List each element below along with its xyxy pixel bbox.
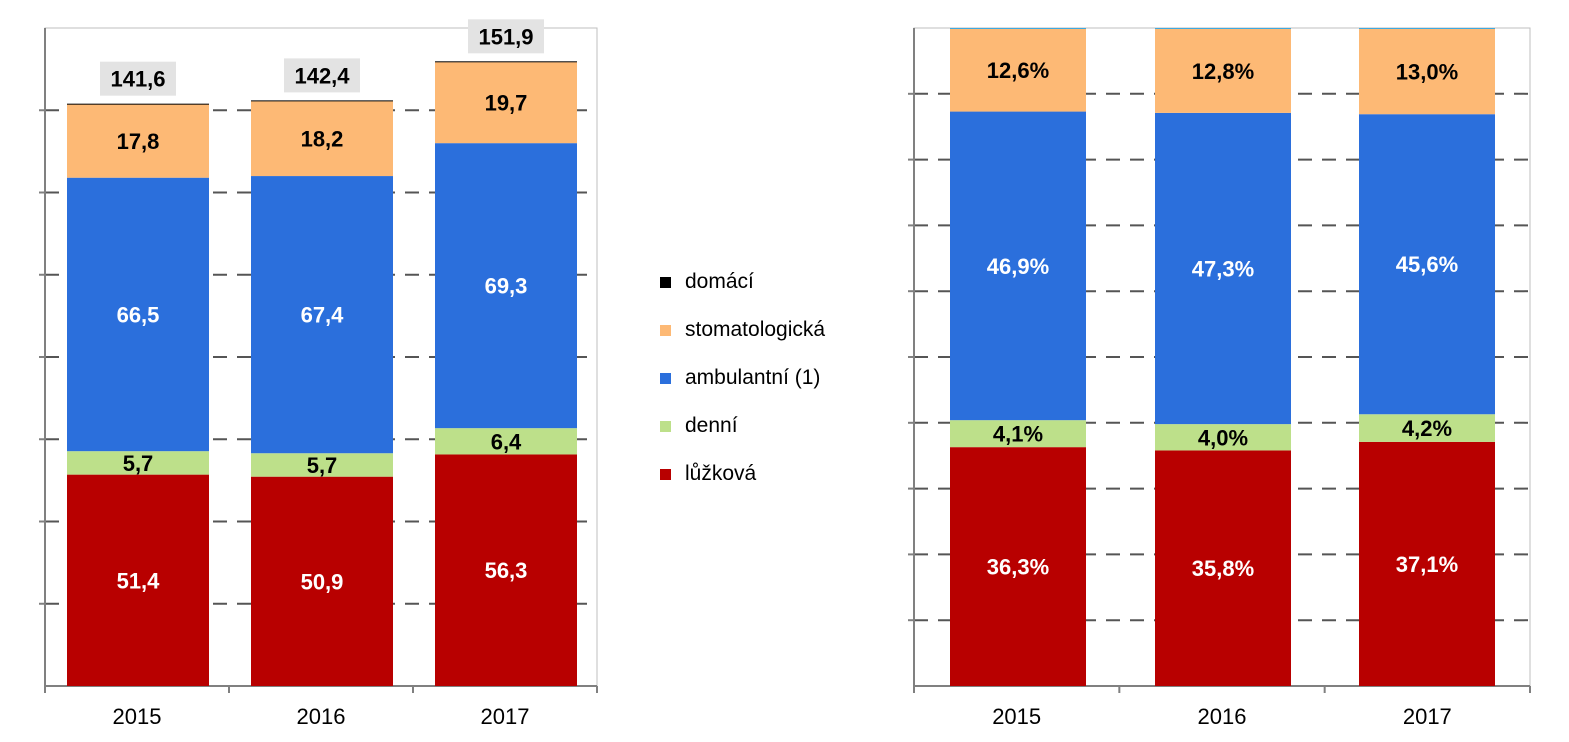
data-label-stomatologicka-2016: 12,8%	[1192, 59, 1254, 84]
total-label-2017: 151,9	[478, 24, 533, 49]
data-label-stomatologicka-2017: 13,0%	[1396, 59, 1458, 84]
data-label-stomatologicka-2015: 17,8	[117, 129, 160, 154]
legend-item-domaci: domácí	[660, 258, 825, 306]
bar-segment-ambulantni-1-2016	[1155, 112, 1291, 425]
bar-segment-domaci-2015	[67, 103, 209, 105]
bar-segment-domaci-2017	[435, 61, 577, 63]
data-label-stomatologicka-2016: 18,2	[301, 127, 344, 152]
bar-segment-luzkova-2015	[67, 474, 209, 686]
data-label-denni-2017: 4,2%	[1402, 416, 1452, 441]
bar-segment-stomatologicka-2017	[435, 62, 577, 144]
data-label-luzkova-2017: 56,3	[485, 558, 528, 583]
data-label-ambulantni-1-2015: 46,9%	[987, 254, 1049, 279]
x-tick-label-2015: 2015	[113, 704, 162, 729]
bar-segment-stomatologicka-2015	[67, 104, 209, 178]
legend-swatch-domaci	[660, 276, 671, 288]
legend: domácí stomatologická ambulantní (1) den…	[660, 258, 825, 498]
bar-segment-ambulantni-1-2017	[1359, 114, 1495, 415]
data-label-stomatologicka-2017: 19,7	[485, 91, 528, 116]
bar-segment-domaci-2017	[1359, 28, 1495, 29]
data-label-ambulantni-1-2017: 69,3	[485, 274, 528, 299]
data-label-luzkova-2015: 51,4	[117, 568, 161, 593]
total-label-box-2016	[284, 58, 360, 93]
bar-segment-ambulantni-1-2017	[435, 143, 577, 429]
legend-label-denni: denní	[685, 414, 738, 437]
data-label-luzkova-2015: 36,3%	[987, 555, 1049, 580]
legend-swatch-stomatologicka	[660, 324, 671, 336]
x-tick-label-2016: 2016	[1198, 704, 1247, 729]
data-label-denni-2015: 4,1%	[993, 422, 1043, 447]
bar-segment-luzkova-2017	[435, 454, 577, 686]
bar-segment-stomatologicka-2017	[1359, 28, 1495, 115]
bar-segment-ambulantni-1-2015	[67, 177, 209, 452]
legend-label-domaci: domácí	[685, 270, 754, 293]
legend-item-denni: denní	[660, 402, 825, 450]
bar-segment-luzkova-2016	[251, 476, 393, 686]
bar-segment-domaci-2016	[1155, 28, 1291, 29]
bar-segment-ambulantni-1-2015	[950, 111, 1086, 421]
bar-segment-luzkova-2016	[1155, 450, 1291, 686]
bar-segment-denni-2017	[1359, 414, 1495, 442]
legend-label-luzkova: lůžková	[685, 462, 757, 485]
legend-swatch-denni	[660, 420, 671, 432]
bar-segment-luzkova-2017	[1359, 441, 1495, 686]
data-label-ambulantni-1-2016: 47,3%	[1192, 256, 1254, 281]
data-label-luzkova-2017: 37,1%	[1396, 552, 1458, 577]
bar-segment-denni-2015	[950, 420, 1086, 448]
data-label-ambulantni-1-2015: 66,5	[117, 302, 160, 327]
percentage-share-chart: 36,3% 4,1% 46,9% 12,6% 2015 35,8% 4,0% 47,3% 12,…	[908, 27, 1531, 729]
total-label-box-2017	[468, 19, 544, 54]
legend-label-stomatologicka: stomatologická	[685, 318, 826, 341]
bar-segment-stomatologicka-2015	[950, 28, 1086, 112]
legend-item-ambulantni: ambulantní (1)	[660, 354, 825, 402]
legend-swatch-ambulantni	[660, 372, 671, 384]
bar-segment-stomatologicka-2016	[251, 101, 393, 177]
legend-item-luzkova: lůžková	[660, 450, 825, 498]
total-label-box-2015	[100, 61, 176, 96]
bar-segment-denni-2017	[435, 428, 577, 455]
data-label-luzkova-2016: 50,9	[301, 569, 344, 594]
bar-segment-ambulantni-1-2016	[251, 176, 393, 454]
bar-segment-domaci-2016	[251, 100, 393, 102]
legend-item-stomatologicka: stomatologická	[660, 306, 825, 354]
legend-label-ambulantni: ambulantní (1)	[685, 366, 821, 389]
data-label-denni-2016: 4,0%	[1198, 425, 1248, 450]
x-tick-label-2017: 2017	[1403, 704, 1452, 729]
x-tick-label-2016: 2016	[297, 704, 346, 729]
bar-segment-stomatologicka-2016	[1155, 28, 1291, 113]
data-label-stomatologicka-2015: 12,6%	[987, 58, 1049, 83]
data-label-denni-2016: 5,7	[307, 453, 338, 478]
total-label-2015: 141,6	[110, 67, 165, 92]
bar-segment-luzkova-2015	[950, 447, 1086, 686]
data-label-denni-2015: 5,7	[123, 451, 154, 476]
absolute-values-chart: 51,4 5,7 66,5 17,8 141,6 2015 50,9 5,7 67,4 18,2 1…	[39, 19, 598, 729]
total-label-2016: 142,4	[294, 63, 350, 88]
bar-segment-denni-2016	[251, 453, 393, 477]
data-label-denni-2017: 6,4	[491, 429, 522, 454]
x-tick-label-2017: 2017	[481, 704, 530, 729]
bar-segment-denni-2016	[1155, 424, 1291, 451]
legend-swatch-luzkova	[660, 468, 671, 480]
bar-segment-denni-2015	[67, 451, 209, 475]
bar-segment-domaci-2015	[950, 28, 1086, 29]
data-label-ambulantni-1-2017: 45,6%	[1396, 252, 1458, 277]
data-label-ambulantni-1-2016: 67,4	[301, 303, 345, 328]
data-label-luzkova-2016: 35,8%	[1192, 556, 1254, 581]
x-tick-label-2015: 2015	[992, 704, 1041, 729]
